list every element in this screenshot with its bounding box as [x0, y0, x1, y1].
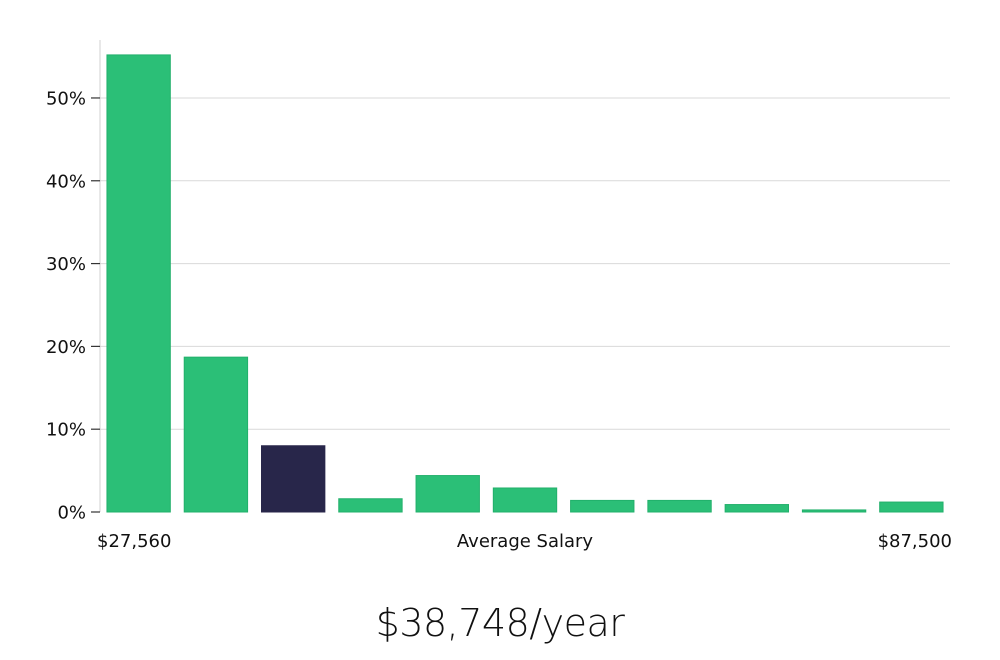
bar [801, 509, 867, 513]
bar [338, 498, 403, 513]
bar [492, 487, 558, 513]
y-tick-label: 20% [46, 337, 86, 358]
x-max-label: $87,500 [878, 531, 952, 552]
x-axis-title: Average Salary [457, 531, 594, 552]
chart-canvas: 0% 10% 20% 30% 40% 50% $27,560 Average Salary… [46, 40, 952, 552]
bar-highlighted [261, 445, 326, 513]
y-tick-labels: 0% 10% 20% 30% 40% 50% [46, 88, 100, 524]
y-tick-label: 30% [46, 254, 86, 275]
bar [183, 356, 249, 513]
bar [879, 501, 944, 513]
y-tick-label: 0% [57, 503, 86, 524]
bar [106, 54, 171, 513]
bar [647, 499, 712, 513]
bars [106, 54, 944, 513]
bar [415, 475, 480, 513]
y-tick-label: 40% [46, 171, 86, 192]
grid-lines [100, 97, 950, 430]
x-min-label: $27,560 [97, 531, 171, 552]
bar [724, 504, 790, 513]
average-salary-headline: $38,748/year [375, 601, 625, 645]
y-tick-label: 10% [46, 420, 86, 441]
bar [570, 499, 635, 513]
salary-histogram: 0% 10% 20% 30% 40% 50% $27,560 Average Salary… [46, 40, 952, 552]
y-tick-label: 50% [46, 88, 86, 109]
